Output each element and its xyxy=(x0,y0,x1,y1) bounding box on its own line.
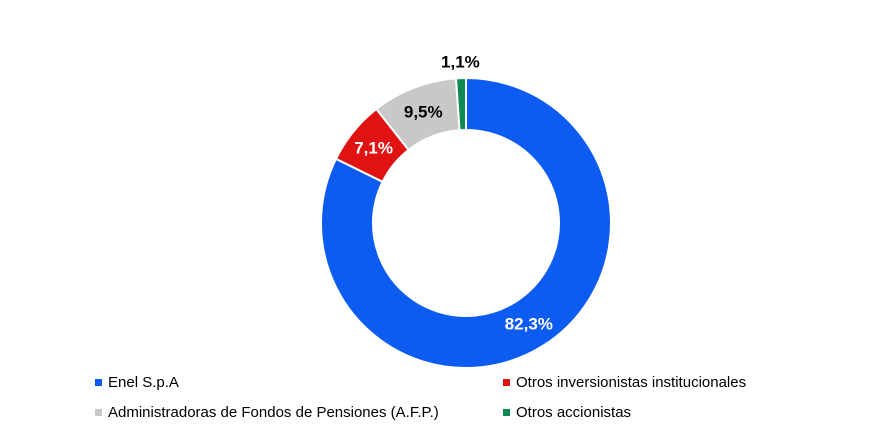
slice-value-label-otros-inversionistas-institucionales: 7,1% xyxy=(354,139,393,158)
legend-item-enel-spa: Enel S.p.A xyxy=(95,372,503,393)
legend-item-otros-accionistas: Otros accionistas xyxy=(503,402,825,423)
legend-item-afp: Administradoras de Fondos de Pensiones (… xyxy=(95,402,503,423)
legend-item-otros-inversionistas: Otros inversionistas institucionales xyxy=(503,372,825,393)
legend-marker-otros-accionistas xyxy=(503,409,510,416)
slice-value-label-administradoras-de-fondos-de-pensiones-a-f-p: 9,5% xyxy=(404,102,443,121)
legend-marker-afp xyxy=(95,409,102,416)
legend-marker-otros-inversionistas xyxy=(503,379,510,386)
legend-label: Administradoras de Fondos de Pensiones (… xyxy=(108,404,439,421)
legend-label: Enel S.p.A xyxy=(108,374,179,391)
donut-slice-enel-s-p-a xyxy=(320,77,612,369)
chart-legend: Enel S.p.A Otros inversionistas instituc… xyxy=(95,372,825,423)
legend-label: Otros accionistas xyxy=(516,404,632,421)
legend-label: Otros inversionistas institucionales xyxy=(516,374,747,391)
slice-value-label-otros-accionistas: 1,1% xyxy=(441,53,480,72)
slice-value-label-enel-s-p-a: 82,3% xyxy=(505,315,553,334)
legend-marker-enel-spa xyxy=(95,379,102,386)
donut-slice-otros-accionistas xyxy=(454,77,467,132)
